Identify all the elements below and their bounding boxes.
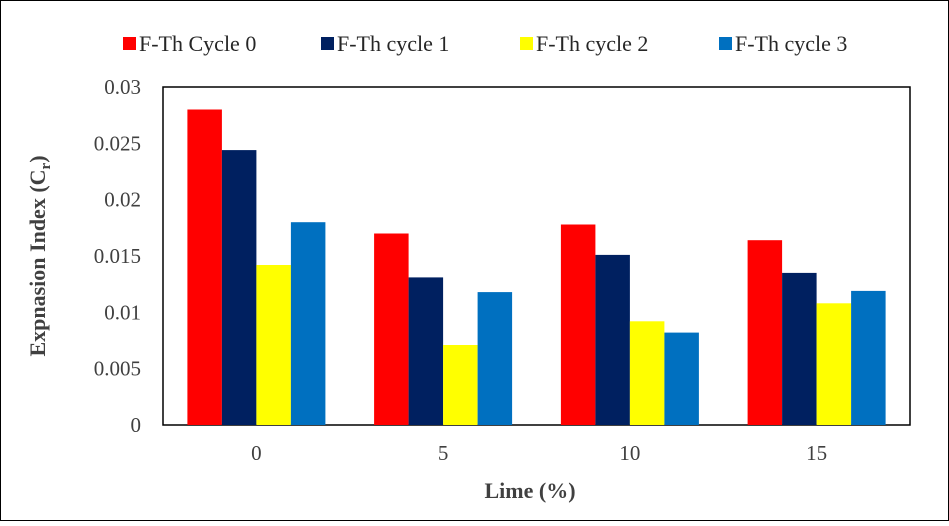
y-tick-label: 0.015 — [94, 244, 141, 268]
bar-2-15 — [782, 272, 817, 425]
y-tick-label: 0.005 — [94, 357, 141, 381]
bar-1-5 — [374, 233, 409, 425]
bar-3-0 — [256, 265, 291, 425]
y-tick-label: 0.025 — [94, 131, 141, 155]
y-axis-title: Expnasion Index (Cr) — [25, 155, 54, 356]
bar-3-5 — [443, 345, 478, 425]
x-tick-label: 10 — [619, 441, 640, 465]
legend-label-4: F-Th cycle 3 — [735, 31, 847, 56]
legend-swatch-3 — [520, 37, 533, 50]
bar-4-0 — [290, 222, 326, 425]
y-axis-title-subscript: r — [38, 162, 54, 169]
legend-swatch-2 — [321, 37, 334, 50]
y-tick-label: 0.03 — [104, 75, 141, 99]
bar-3-10 — [629, 321, 665, 425]
y-axis-title-main: Expnasion Index (C — [25, 169, 50, 356]
x-tick-label: 0 — [251, 441, 262, 465]
bar-1-15 — [747, 240, 783, 425]
x-tick-label: 5 — [438, 441, 449, 465]
bars-layer — [187, 109, 886, 425]
x-axis-ticks: 0 5 10 15 — [251, 441, 827, 465]
bar-2-0 — [221, 150, 257, 425]
bar-3-15 — [816, 303, 852, 425]
x-axis-title: Lime (%) — [484, 478, 575, 503]
y-tick-label: 0.01 — [104, 300, 141, 324]
bar-4-5 — [477, 292, 513, 425]
bar-4-10 — [664, 332, 699, 425]
bar-4-15 — [851, 290, 886, 425]
legend: F-Th Cycle 0 F-Th cycle 1 F-Th cycle 2 F-Th… — [123, 31, 847, 56]
legend-swatch-1 — [123, 37, 136, 50]
y-tick-label: 0.02 — [104, 188, 141, 212]
y-axis-ticks: 0 0.005 0.01 0.015 0.02 0.025 0.03 — [94, 75, 141, 437]
legend-label-3: F-Th cycle 2 — [536, 31, 648, 56]
legend-label-2: F-Th cycle 1 — [337, 31, 449, 56]
plot-area-frame — [162, 86, 911, 426]
bar-1-10 — [560, 224, 596, 425]
legend-swatch-4 — [719, 37, 732, 50]
y-tick-label: 0 — [131, 413, 142, 437]
bar-1-0 — [187, 109, 222, 425]
legend-label-1: F-Th Cycle 0 — [139, 31, 256, 56]
x-tick-label: 15 — [806, 441, 827, 465]
bar-2-10 — [595, 254, 630, 425]
y-axis-title-end: ) — [25, 155, 50, 162]
bar-2-5 — [408, 277, 444, 425]
